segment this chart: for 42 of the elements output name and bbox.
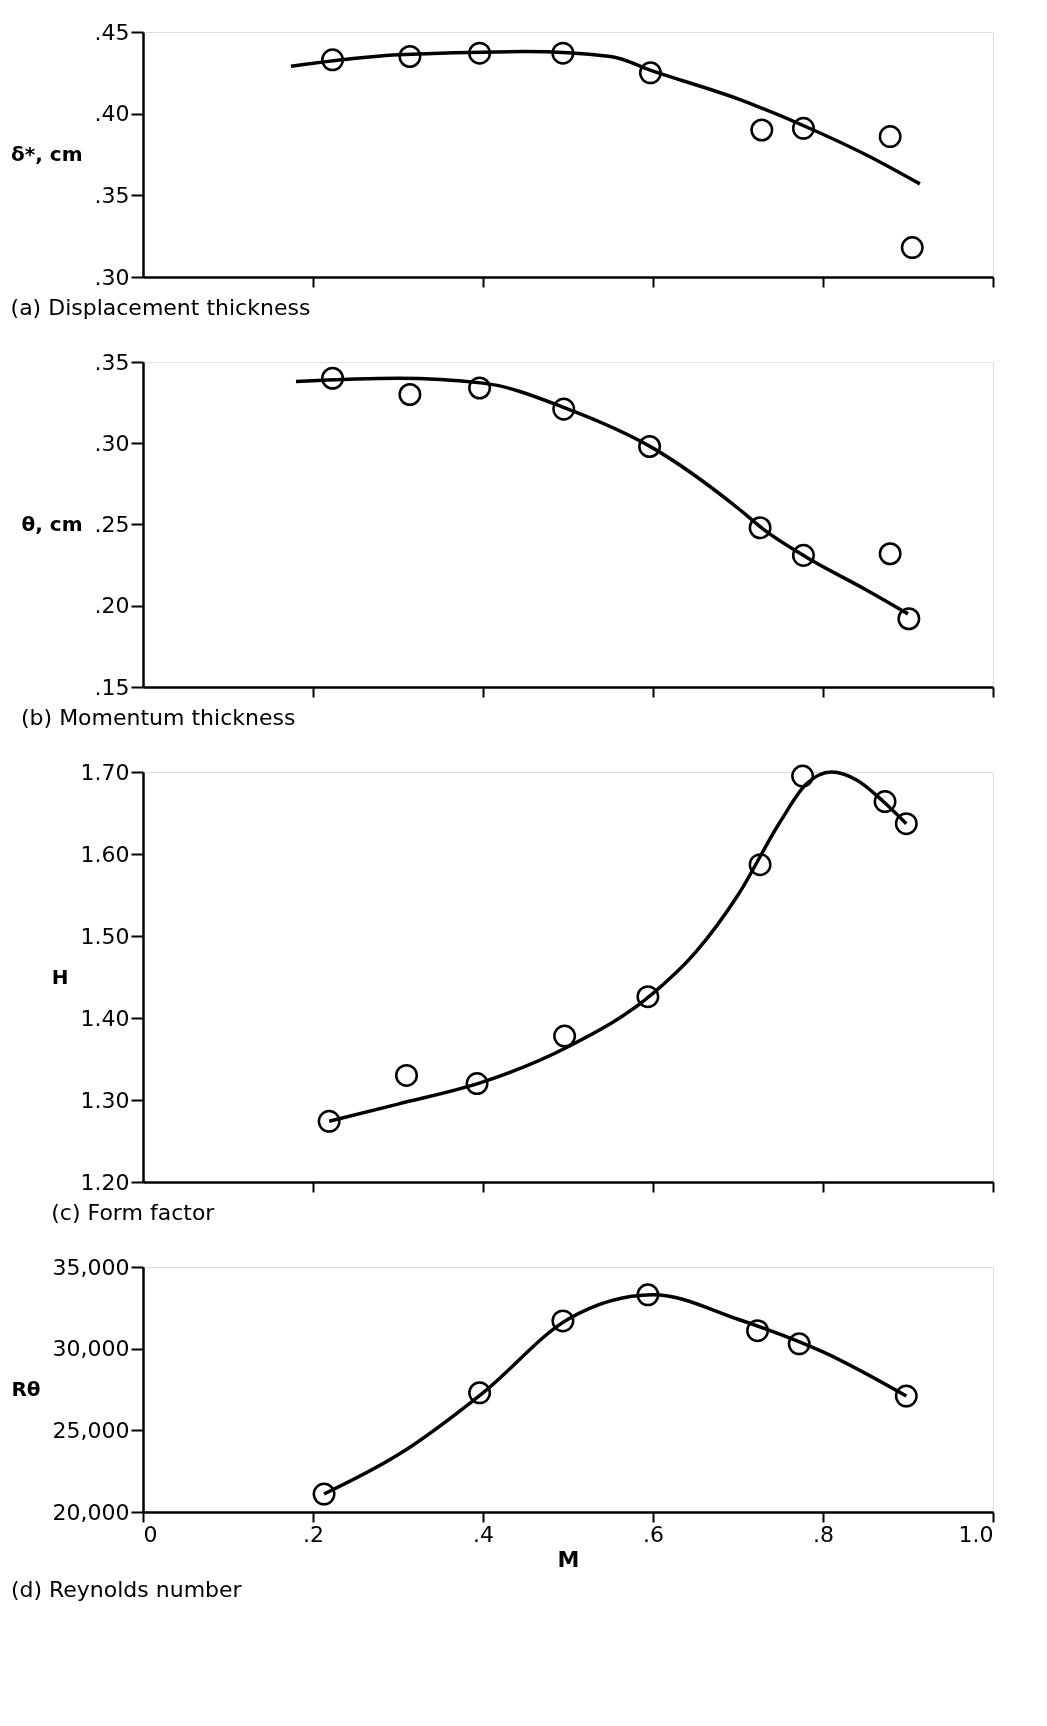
y-tick-label: .30 bbox=[94, 264, 130, 290]
y-tick-label: 1.30 bbox=[80, 1087, 130, 1113]
y-axis-title: H bbox=[51, 964, 69, 989]
y-tick-label: 30,000 bbox=[52, 1336, 130, 1362]
text: (b) Momentum thickness bbox=[21, 705, 296, 730]
point bbox=[878, 542, 902, 566]
x-tick-label: 0 bbox=[143, 1521, 158, 1547]
point bbox=[553, 1024, 577, 1048]
x-tick-label: .8 bbox=[813, 1521, 834, 1547]
y-axis-title: Rθ bbox=[11, 1377, 41, 1401]
x-tick-label: .2 bbox=[303, 1521, 324, 1547]
y-tick-label: 1.70 bbox=[80, 759, 130, 785]
y-axis-title: δ*, cm bbox=[11, 142, 83, 166]
y-axis-title: θ, cm bbox=[21, 512, 83, 536]
y-tick-label: 1.60 bbox=[80, 841, 130, 867]
point bbox=[750, 118, 774, 142]
y-tick-label: .40 bbox=[94, 101, 130, 127]
point bbox=[395, 1063, 418, 1087]
y-tick-label: 35,000 bbox=[52, 1254, 130, 1280]
y-tick-label: .20 bbox=[94, 593, 130, 619]
y-tick-label: .45 bbox=[94, 19, 130, 45]
y-tick-label: .15 bbox=[94, 674, 130, 700]
x-tick-label: 1.0 bbox=[958, 1521, 994, 1547]
y-tick-label: 1.40 bbox=[80, 1005, 130, 1031]
point bbox=[900, 236, 924, 260]
y-tick-label: 1.20 bbox=[80, 1169, 130, 1195]
y-tick-label: .25 bbox=[94, 512, 130, 537]
text: (a) Displacement thickness bbox=[10, 295, 311, 320]
y-tick-label: 20,000 bbox=[52, 1499, 130, 1525]
point bbox=[398, 383, 422, 406]
x-axis-title: M bbox=[557, 1546, 580, 1572]
y-tick-label: 25,000 bbox=[52, 1417, 130, 1443]
point bbox=[897, 607, 921, 631]
text: (c) Form factor bbox=[51, 1200, 216, 1225]
point bbox=[878, 125, 902, 149]
x-tick-label: .6 bbox=[643, 1521, 664, 1547]
y-tick-label: .30 bbox=[94, 430, 130, 456]
y-tick-label: 1.50 bbox=[80, 923, 130, 949]
text: (d) Reynolds number bbox=[10, 1577, 243, 1602]
y-tick-label: .35 bbox=[94, 182, 130, 208]
x-tick-label: .4 bbox=[473, 1521, 494, 1547]
y-tick-label: .35 bbox=[94, 349, 130, 375]
